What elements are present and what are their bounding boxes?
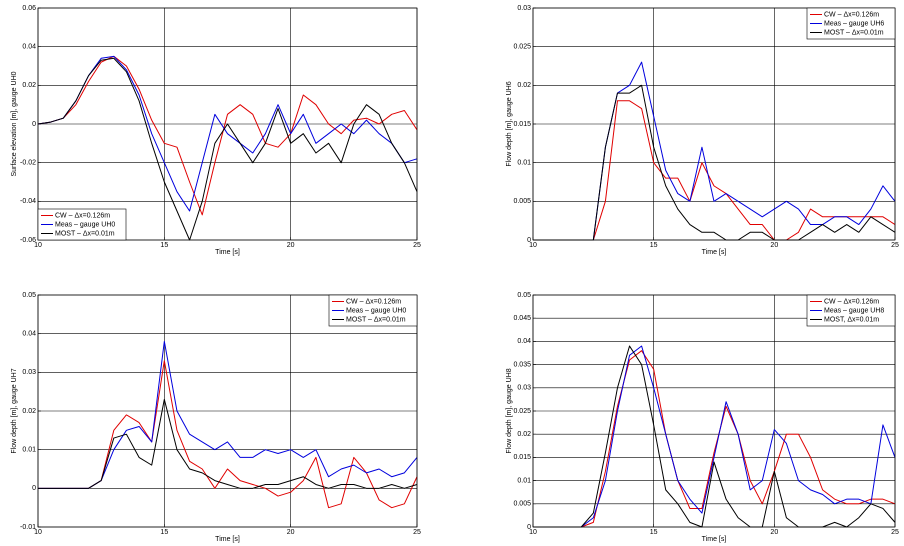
x-tick-label: 20 bbox=[770, 529, 778, 536]
y-tick-label: 0.04 bbox=[22, 331, 36, 338]
legend-label: MOST – Δx=0.01m bbox=[55, 230, 115, 237]
legend-label: CW – Δx=0.126m bbox=[824, 11, 879, 18]
plot-frame bbox=[37, 294, 418, 528]
legend-label: CW – Δx=0.126m bbox=[824, 298, 879, 305]
y-tick-label: 0.03 bbox=[517, 385, 531, 392]
x-tick-label: 20 bbox=[287, 529, 295, 536]
x-tick-label: 15 bbox=[650, 529, 658, 536]
y-tick-label: 0.01 bbox=[517, 160, 531, 167]
x-tick-label: 25 bbox=[413, 242, 421, 249]
x-tick-label: 25 bbox=[891, 242, 899, 249]
x-tick-label: 15 bbox=[160, 242, 168, 249]
y-tick-label: 0.05 bbox=[517, 292, 531, 299]
legend-label: CW – Δx=0.126m bbox=[55, 212, 110, 219]
y-tick-label: 0 bbox=[527, 524, 531, 531]
y-tick-label: 0.035 bbox=[513, 361, 531, 368]
y-tick-label: 0.02 bbox=[22, 82, 36, 89]
y-tick-label: 0.03 bbox=[517, 5, 531, 12]
y-tick-label: -0.01 bbox=[20, 524, 36, 531]
series-line bbox=[533, 350, 896, 528]
x-tick-label: 20 bbox=[287, 242, 295, 249]
x-tick-label: 10 bbox=[529, 242, 537, 249]
x-axis-label: Time [s] bbox=[215, 536, 240, 543]
y-axis-label: Surface elevation [m], gauge UH0 bbox=[11, 71, 18, 176]
y-tick-label: 0.005 bbox=[513, 501, 531, 508]
y-tick-label: -0.06 bbox=[20, 237, 36, 244]
y-tick-label: 0.05 bbox=[22, 292, 36, 299]
x-axis-label: Time [s] bbox=[215, 249, 240, 256]
x-tick-label: 10 bbox=[34, 529, 42, 536]
legend-label: MOST – Δx=0.01m bbox=[346, 316, 406, 323]
y-tick-label: 0.04 bbox=[517, 338, 531, 345]
x-tick-label: 15 bbox=[650, 242, 658, 249]
plot-frame bbox=[37, 7, 418, 241]
y-tick-label: 0.06 bbox=[22, 5, 36, 12]
y-tick-label: 0.045 bbox=[513, 315, 531, 322]
series-line bbox=[37, 55, 418, 216]
legend-label: Meas – gauge UH0 bbox=[346, 307, 406, 314]
x-tick-label: 10 bbox=[529, 529, 537, 536]
y-axis-label: Flow depth [m], gauge UH7 bbox=[11, 368, 18, 453]
legend-label: MOST – Δx=0.01m bbox=[824, 29, 884, 36]
x-axis-label: Time [s] bbox=[702, 249, 727, 256]
legend-label: MOST, Δx=0.01m bbox=[824, 316, 879, 323]
y-tick-label: 0.005 bbox=[513, 198, 531, 205]
y-tick-label: 0.025 bbox=[513, 408, 531, 415]
y-tick-label: -0.02 bbox=[20, 160, 36, 167]
y-tick-label: 0.015 bbox=[513, 121, 531, 128]
y-tick-label: 0.01 bbox=[22, 447, 36, 454]
y-tick-label: 0.02 bbox=[517, 431, 531, 438]
x-tick-label: 25 bbox=[891, 529, 899, 536]
x-tick-label: 25 bbox=[413, 529, 421, 536]
x-tick-label: 10 bbox=[34, 242, 42, 249]
x-tick-label: 20 bbox=[770, 242, 778, 249]
series-line bbox=[533, 345, 896, 528]
y-tick-label: 0 bbox=[32, 485, 36, 492]
y-tick-label: 0.01 bbox=[517, 477, 531, 484]
x-axis-label: Time [s] bbox=[702, 536, 727, 543]
series-line bbox=[37, 57, 418, 241]
legend-label: Meas – gauge UH0 bbox=[55, 221, 115, 228]
y-tick-label: 0 bbox=[32, 121, 36, 128]
y-tick-label: 0.02 bbox=[22, 408, 36, 415]
y-tick-label: 0.015 bbox=[513, 454, 531, 461]
legend-label: CW – Δx=0.126m bbox=[346, 298, 401, 305]
legend-label: Meas – gauge UH6 bbox=[824, 20, 884, 27]
y-tick-label: -0.04 bbox=[20, 198, 36, 205]
plot-frame bbox=[532, 7, 896, 241]
x-tick-label: 15 bbox=[160, 529, 168, 536]
y-tick-label: 0.04 bbox=[22, 44, 36, 51]
y-tick-label: 0.03 bbox=[22, 369, 36, 376]
series-line bbox=[533, 345, 896, 528]
y-tick-label: 0 bbox=[527, 237, 531, 244]
series-line bbox=[37, 55, 418, 212]
plot-frame bbox=[532, 294, 896, 528]
y-tick-label: 0.02 bbox=[517, 82, 531, 89]
legend-label: Meas – gauge UH8 bbox=[824, 307, 884, 314]
y-axis-label: Flow depth [m], gauge UH8 bbox=[506, 368, 513, 453]
series-line bbox=[38, 398, 418, 489]
y-tick-label: 0.025 bbox=[513, 44, 531, 51]
y-axis-label: Flow depth [m], gauge UH6 bbox=[506, 81, 513, 166]
